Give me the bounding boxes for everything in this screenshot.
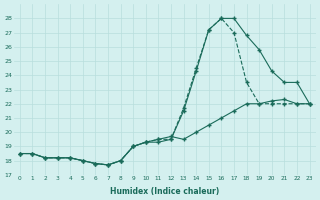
- X-axis label: Humidex (Indice chaleur): Humidex (Indice chaleur): [110, 187, 219, 196]
